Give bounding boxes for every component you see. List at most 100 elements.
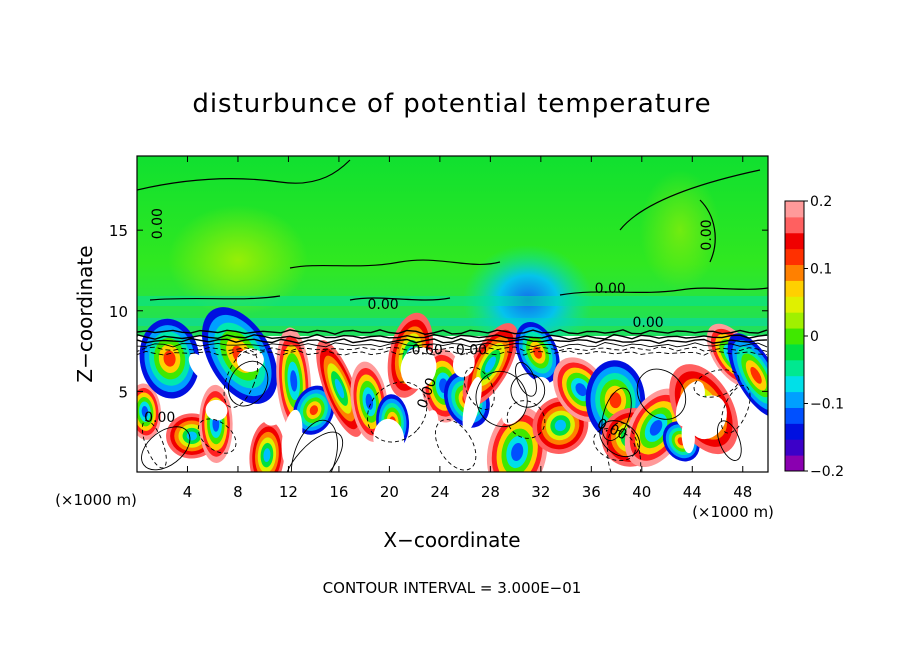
colorbar-swatch	[785, 312, 804, 329]
contour-line	[223, 350, 259, 408]
contour-line	[227, 360, 269, 407]
colorbar-swatch	[785, 296, 804, 313]
anomaly-swirl	[263, 448, 271, 463]
neutral-region	[529, 376, 551, 400]
positive-anomaly-left	[168, 205, 308, 315]
colorbar-tick-label: −0.1	[810, 397, 844, 413]
contour-line	[593, 428, 636, 462]
colorbar-tick-label: 0	[810, 329, 819, 345]
x-unit-left: (×1000 m)	[55, 491, 137, 509]
neutral-region	[262, 405, 283, 426]
contour-line	[367, 381, 428, 443]
chart-title: disturbunce of potential temperature	[192, 89, 711, 119]
anomaly-swirl	[575, 383, 587, 397]
colorbar-swatch	[785, 423, 804, 440]
contour-line	[137, 159, 351, 191]
anomaly-swirl	[309, 405, 318, 416]
contour-line	[720, 385, 751, 434]
neutral-region	[236, 348, 264, 372]
contour-line	[607, 422, 642, 472]
x-tick-label: 4	[183, 483, 193, 501]
contour-line	[137, 350, 768, 356]
x-tick-label: 48	[733, 483, 752, 501]
x-tick-label: 12	[279, 483, 298, 501]
neutral-region	[681, 418, 695, 454]
anomaly-swirl	[533, 346, 542, 359]
contour-line	[137, 333, 768, 341]
neutral-region	[741, 407, 767, 451]
neutral-region	[188, 353, 213, 381]
neutral-region	[281, 409, 303, 466]
colorbar-swatch	[785, 248, 804, 266]
contour-line	[137, 329, 768, 336]
contour-line	[717, 420, 742, 461]
colorbar-swatch	[785, 264, 804, 281]
colorbar-swatch	[785, 232, 804, 250]
neutral-region	[400, 346, 437, 389]
x-tick-label: 8	[233, 483, 243, 501]
neutral-region	[382, 430, 400, 464]
contour-label: 0.00	[368, 297, 399, 313]
contour-line	[693, 369, 740, 398]
contour-label: 0.00	[633, 315, 664, 331]
anomaly-swirl	[290, 370, 298, 392]
plot-frame	[136, 155, 769, 473]
neutral-region	[452, 350, 475, 378]
colorbar-swatch	[785, 391, 804, 408]
y-axis: 5 10 15	[109, 222, 768, 401]
anomaly-swirl	[141, 405, 149, 418]
colorbar-swatch	[785, 343, 804, 361]
anomaly-swirl	[511, 442, 524, 461]
colorbar-swatch	[785, 280, 804, 297]
colorbar-swatch	[785, 439, 804, 456]
y-axis-label: Z−coordinate	[73, 245, 97, 382]
tropopause-band	[137, 296, 768, 306]
colorbar-swatch	[785, 455, 804, 472]
contour-line	[559, 287, 768, 296]
contour-label: 0.00	[456, 342, 487, 358]
contour-label: 0.60	[412, 342, 443, 358]
y-tick-label: 10	[109, 303, 128, 321]
contour-line	[434, 419, 477, 471]
tropopause-band-2	[137, 318, 768, 326]
colorbar: 0.2 0.1 0 −0.1 −0.2	[784, 194, 844, 480]
contour-lines	[137, 159, 768, 472]
x-tick-label: 36	[582, 483, 601, 501]
contour-line	[141, 419, 167, 469]
contour-line	[463, 366, 495, 411]
x-axis: 4 8 12 16 20 24 28 32 36 40 44 48	[183, 156, 752, 501]
anomaly-swirl	[649, 419, 663, 436]
contour-line	[601, 387, 632, 441]
x-tick-label: 16	[329, 483, 348, 501]
anomaly-swirl	[750, 366, 762, 384]
colorbar-swatch	[785, 216, 804, 234]
contour-line	[137, 337, 768, 345]
colorbar-tick-label: −0.2	[810, 464, 844, 480]
contour-line	[141, 426, 191, 471]
contour-label: 0.00	[699, 219, 715, 250]
x-unit-right: (×1000 m)	[692, 503, 774, 521]
colorbar-tick-label: 0.1	[810, 262, 832, 278]
contour-line	[149, 295, 281, 301]
turbulent-layer	[137, 307, 768, 472]
contour-label: 0.00	[150, 208, 166, 239]
x-tick-label: 28	[481, 483, 500, 501]
contour-line	[515, 361, 537, 397]
neutral-region	[438, 437, 471, 472]
x-tick-label: 44	[683, 483, 702, 501]
contour-line	[290, 419, 338, 472]
anomaly-swirl	[484, 356, 496, 373]
contour-line	[636, 368, 687, 420]
anomaly-swirl	[334, 378, 345, 399]
x-tick-label: 32	[531, 483, 550, 501]
contour-label: 0.00	[595, 281, 626, 297]
contour-line	[475, 370, 528, 428]
x-tick-label: 20	[380, 483, 399, 501]
contour-line	[619, 169, 761, 231]
contour-line	[283, 431, 344, 472]
contour-interval-note: CONTOUR INTERVAL = 3.000E−01	[323, 579, 582, 597]
colorbar-tick-label: 0.2	[810, 194, 832, 210]
y-tick-label: 15	[109, 222, 128, 240]
colorbar-swatch	[785, 201, 804, 218]
